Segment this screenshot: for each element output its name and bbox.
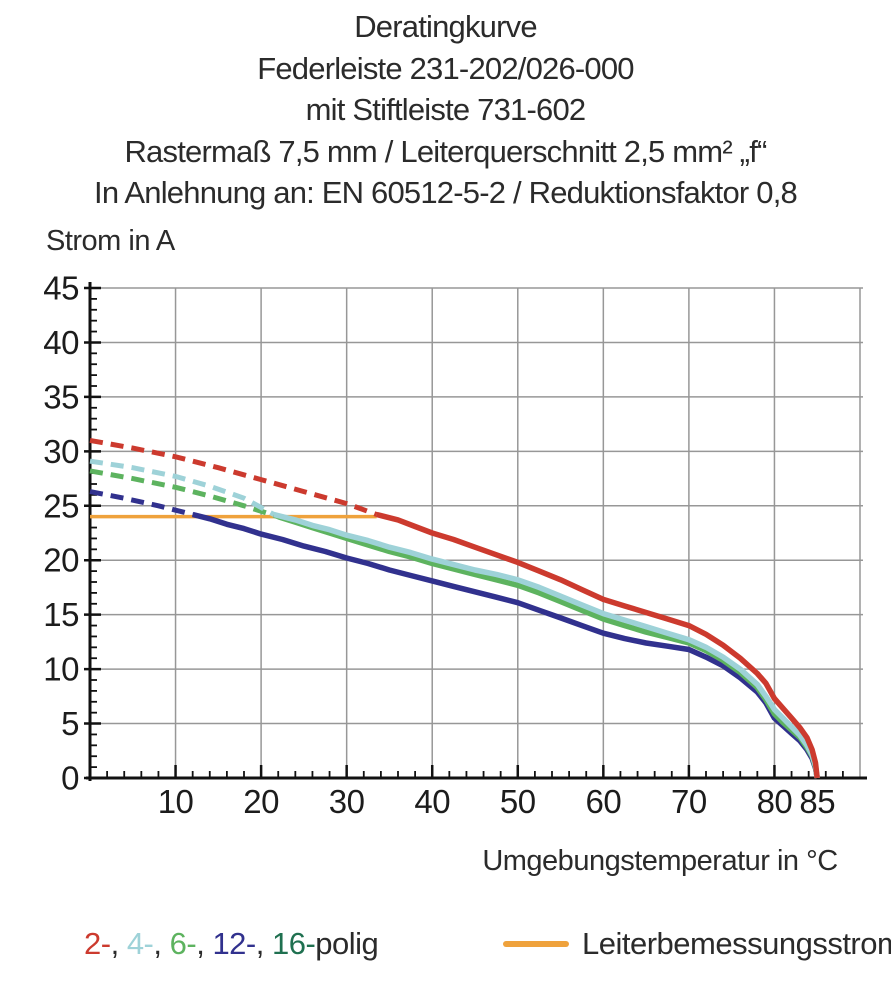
legend-pole-item-4: 4- [126, 926, 154, 961]
curve-dashed-2-polig [89, 437, 378, 517]
legend-rated-current: Leiterbemessungsstrom [503, 926, 891, 962]
legend-pole-counts: 2-, 4-, 6-, 12-, 16-polig [84, 926, 379, 962]
title-line-5: In Anlehnung an: EN 60512-5-2 / Reduktio… [94, 175, 798, 210]
x-tick-label: 60 [585, 783, 621, 820]
y-tick-label: 15 [43, 596, 79, 633]
y-tick-label: 0 [61, 760, 79, 797]
title-line-1: Deratingkurve [354, 9, 537, 44]
legend-separator: , [196, 926, 213, 961]
x-tick-label: 85 [799, 783, 835, 820]
curve-solid-4-polig [273, 511, 820, 779]
x-tick-label: 20 [243, 783, 279, 820]
y-tick-label: 25 [43, 487, 79, 524]
legend-separator: , [110, 926, 127, 961]
rated-current-line-swatch [503, 941, 569, 947]
x-tick-label: 30 [329, 783, 365, 820]
title-line-4: Rastermaß 7,5 mm / Leiterquerschnitt 2,5… [124, 133, 767, 169]
legend-pole-item-6: 6- [169, 926, 197, 961]
title-line-3: mit Stiftleiste 731-602 [305, 92, 587, 127]
title-line-2: Federleiste 231-202/026-000 [257, 50, 634, 86]
legend-separator: , [255, 926, 272, 961]
x-tick-label: 80 [757, 783, 793, 820]
y-tick-label: 20 [43, 542, 79, 579]
y-tick-label: 30 [43, 433, 79, 470]
rated-current-label: Leiterbemessungsstrom [582, 926, 891, 961]
y-tick-label: 35 [43, 378, 79, 415]
title-block: Deratingkurve Federleiste 231-202/026-00… [0, 6, 891, 214]
x-tick-label: 40 [414, 783, 450, 820]
y-tick-label: 45 [43, 270, 79, 307]
y-tick-label: 10 [43, 651, 79, 688]
x-axis-title: Umgebungstemperatur in °C [482, 845, 838, 877]
curve-solid-6-polig [277, 514, 820, 779]
legend-separator: , [153, 926, 170, 961]
x-tick-label: 70 [671, 783, 707, 820]
y-tick-label: 5 [61, 705, 79, 742]
x-tick-label: 10 [158, 783, 194, 820]
legend-pole-item-2: 2- [84, 926, 111, 961]
legend-pole-item-12: 12- [212, 926, 256, 961]
y-tick-label: 40 [43, 324, 79, 361]
legend-pole-suffix: polig [315, 926, 379, 961]
curve-dashed-12-polig [89, 489, 194, 517]
x-tick-label: 50 [500, 783, 536, 820]
y-axis-title: Strom in A [46, 225, 175, 257]
curve-solid-2-polig [375, 511, 820, 779]
legend-pole-item-16: 16- [271, 926, 316, 961]
